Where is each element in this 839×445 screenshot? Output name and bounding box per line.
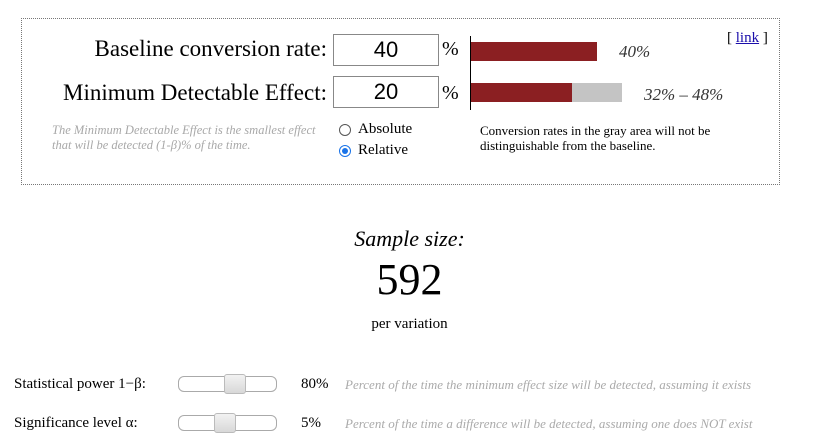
baseline-bar-value: 40% <box>619 42 651 61</box>
radio-absolute[interactable]: Absolute <box>339 121 412 138</box>
mde-hint: The Minimum Detectable Effect is the sma… <box>52 123 316 152</box>
mde-input[interactable]: 20 <box>333 76 439 108</box>
gray-area-note: Conversion rates in the gray area will n… <box>480 123 711 153</box>
mde-range-value: 32% – 48% <box>644 85 724 104</box>
link-anchor[interactable]: link <box>735 30 760 46</box>
baseline-unit: % <box>442 38 459 60</box>
baseline-input[interactable]: 40 <box>333 34 439 66</box>
significance-value: 5% <box>301 415 321 431</box>
bar-axis <box>470 36 471 110</box>
link-container: [ link ] <box>727 30 768 47</box>
mde-label: Minimum Detectable Effect: <box>63 80 327 105</box>
mde-bar-gray-area <box>572 83 622 102</box>
baseline-bar <box>471 42 597 61</box>
power-value: 80% <box>301 376 329 392</box>
power-slider[interactable] <box>178 374 277 394</box>
significance-description: Percent of the time a difference will be… <box>345 416 753 431</box>
radio-button-icon[interactable] <box>339 144 351 157</box>
baseline-label: Baseline conversion rate: <box>94 36 327 61</box>
significance-label: Significance level α: <box>14 415 138 431</box>
sample-size-title: Sample size: <box>354 226 465 251</box>
radio-button-icon[interactable] <box>339 123 351 136</box>
mde-bar-base <box>471 83 572 102</box>
calculator-panel <box>21 18 780 185</box>
power-label: Statistical power 1−β: <box>14 376 146 392</box>
radio-relative[interactable]: Relative <box>339 142 408 159</box>
sample-size-subtitle: per variation <box>371 316 448 332</box>
significance-slider[interactable] <box>178 413 277 433</box>
link-bracket-open: [ <box>727 30 732 46</box>
power-description: Percent of the time the minimum effect s… <box>345 377 752 392</box>
sample-size-value: 592 <box>376 255 443 304</box>
mde-unit: % <box>442 82 459 104</box>
significance-slider-thumb[interactable] <box>214 413 236 433</box>
radio-relative-label: Relative <box>358 142 408 158</box>
power-slider-thumb[interactable] <box>224 374 246 394</box>
link-bracket-close: ] <box>762 30 768 46</box>
radio-absolute-label: Absolute <box>358 121 413 137</box>
